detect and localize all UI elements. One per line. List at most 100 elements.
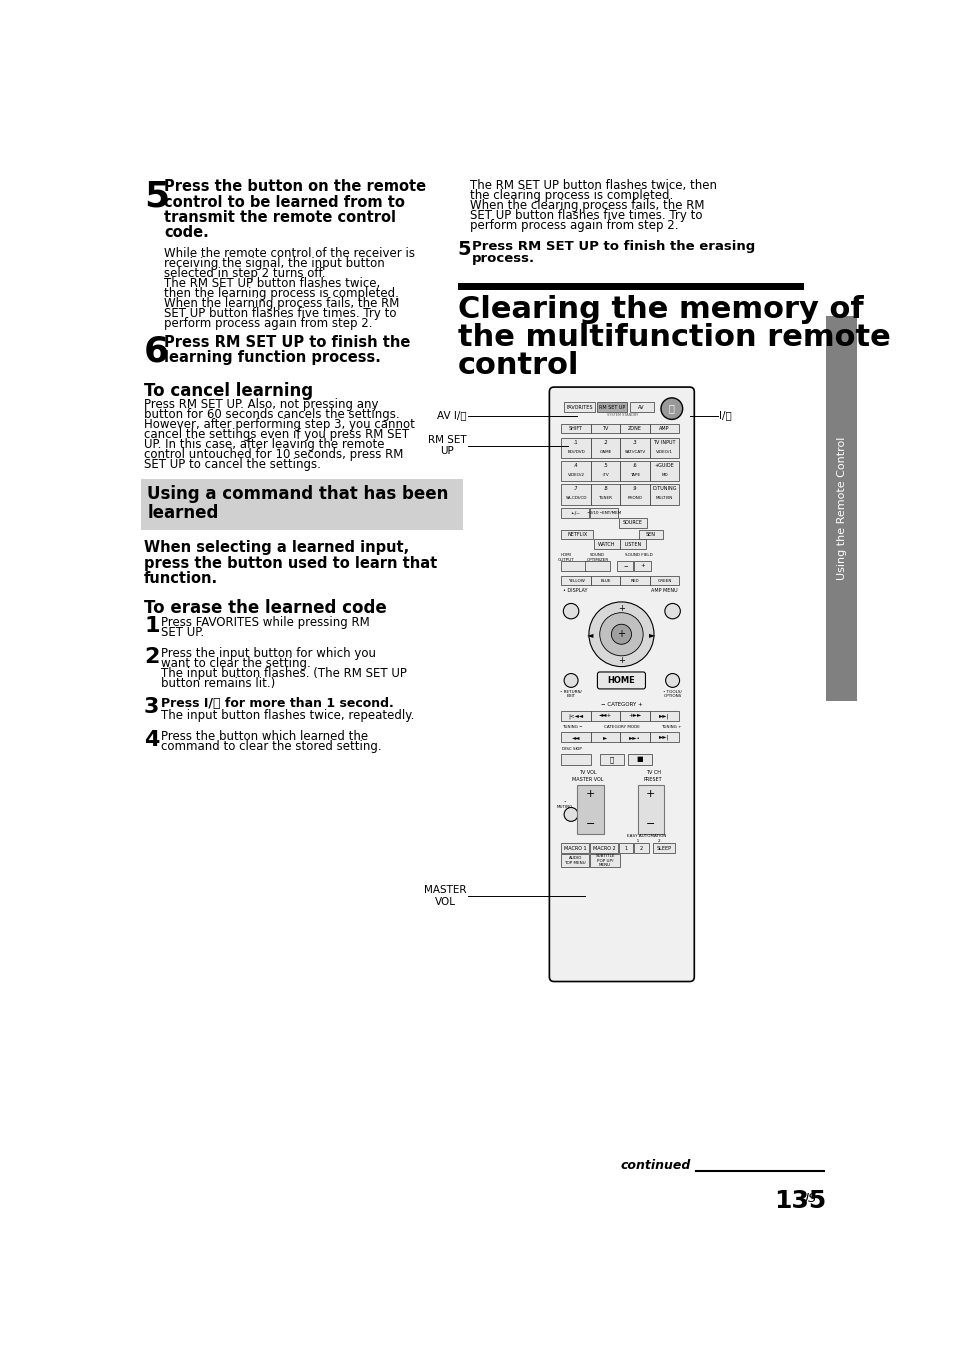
Text: .8: .8 bbox=[602, 487, 607, 491]
Text: SET UP to cancel the settings.: SET UP to cancel the settings. bbox=[144, 458, 320, 470]
Text: MD: MD bbox=[660, 473, 667, 477]
FancyBboxPatch shape bbox=[594, 539, 618, 549]
FancyBboxPatch shape bbox=[590, 423, 619, 433]
FancyBboxPatch shape bbox=[619, 711, 649, 721]
Text: SEN: SEN bbox=[645, 533, 656, 537]
Text: MASTER VOL: MASTER VOL bbox=[572, 777, 603, 783]
FancyBboxPatch shape bbox=[617, 561, 633, 571]
Text: 3: 3 bbox=[144, 698, 159, 718]
Text: SUBTITLE
POP UP/
MENU: SUBTITLE POP UP/ MENU bbox=[595, 854, 615, 867]
Text: TV: TV bbox=[601, 426, 608, 431]
Text: AV: AV bbox=[638, 404, 644, 410]
Bar bbox=[457, 283, 802, 291]
FancyBboxPatch shape bbox=[560, 854, 589, 867]
Text: Press RM SET UP to finish the: Press RM SET UP to finish the bbox=[164, 335, 410, 350]
Text: •-/--: •-/-- bbox=[570, 511, 579, 515]
Text: To erase the learned code: To erase the learned code bbox=[144, 599, 386, 617]
FancyBboxPatch shape bbox=[649, 733, 679, 742]
Text: SAT//CATV: SAT//CATV bbox=[623, 450, 645, 454]
Text: ZONE: ZONE bbox=[627, 426, 641, 431]
Text: control: control bbox=[457, 352, 578, 380]
Text: TUNING −: TUNING − bbox=[561, 725, 581, 729]
Text: 2: 2 bbox=[639, 846, 642, 850]
Text: ►►•: ►►• bbox=[628, 735, 640, 740]
Text: • RETURN/
EXIT: • RETURN/ EXIT bbox=[559, 690, 581, 698]
FancyBboxPatch shape bbox=[618, 518, 646, 529]
Text: AV I/⏻: AV I/⏻ bbox=[436, 411, 466, 420]
FancyBboxPatch shape bbox=[597, 672, 645, 690]
Text: process.: process. bbox=[472, 253, 535, 265]
Text: .7: .7 bbox=[573, 487, 578, 491]
Text: NETFLIX: NETFLIX bbox=[566, 533, 587, 537]
FancyBboxPatch shape bbox=[590, 508, 618, 518]
Text: then the learning process is completed.: then the learning process is completed. bbox=[164, 287, 398, 300]
FancyBboxPatch shape bbox=[560, 438, 590, 458]
FancyBboxPatch shape bbox=[627, 754, 652, 765]
Text: command to clear the stored setting.: command to clear the stored setting. bbox=[161, 740, 381, 753]
Text: 5: 5 bbox=[144, 180, 169, 214]
Text: SET UP button flashes five times. Try to: SET UP button flashes five times. Try to bbox=[470, 210, 702, 222]
Text: CATEGORY MODE: CATEGORY MODE bbox=[603, 725, 639, 729]
Text: TAPE: TAPE bbox=[629, 473, 639, 477]
Text: button for 60 seconds cancels the settings.: button for 60 seconds cancels the settin… bbox=[144, 408, 399, 420]
Text: button remains lit.): button remains lit.) bbox=[161, 676, 275, 690]
Text: control untouched for 10 seconds, press RM: control untouched for 10 seconds, press … bbox=[144, 448, 403, 461]
FancyBboxPatch shape bbox=[590, 711, 619, 721]
Text: .4: .4 bbox=[573, 464, 578, 468]
Text: ■: ■ bbox=[636, 756, 642, 763]
Text: +: + bbox=[639, 564, 644, 568]
FancyBboxPatch shape bbox=[649, 576, 679, 585]
Text: AUDIO
TOP MENU: AUDIO TOP MENU bbox=[564, 856, 585, 865]
Text: ◄◄+: ◄◄+ bbox=[598, 714, 612, 718]
Circle shape bbox=[588, 602, 654, 667]
Text: When selecting a learned input,: When selecting a learned input, bbox=[144, 541, 409, 556]
Text: ►: ► bbox=[603, 735, 607, 740]
Text: .3: .3 bbox=[632, 439, 637, 445]
Text: |<◄◄: |<◄◄ bbox=[568, 713, 583, 719]
Text: PHONO: PHONO bbox=[627, 496, 641, 500]
FancyBboxPatch shape bbox=[590, 733, 619, 742]
FancyBboxPatch shape bbox=[649, 461, 679, 481]
FancyBboxPatch shape bbox=[560, 711, 590, 721]
Text: The RM SET UP button flashes twice, then: The RM SET UP button flashes twice, then bbox=[470, 180, 717, 192]
Text: −: − bbox=[645, 819, 655, 829]
Text: ⏸: ⏸ bbox=[609, 756, 614, 763]
Text: RM SET UP: RM SET UP bbox=[598, 404, 624, 410]
Text: MASTER
VOL: MASTER VOL bbox=[423, 886, 466, 907]
Text: • DISPLAY: • DISPLAY bbox=[562, 588, 587, 594]
FancyBboxPatch shape bbox=[590, 576, 619, 585]
Text: ►►|: ►►| bbox=[659, 713, 669, 719]
Text: .9: .9 bbox=[632, 487, 637, 491]
Text: 5: 5 bbox=[457, 241, 471, 260]
FancyBboxPatch shape bbox=[629, 402, 653, 412]
Text: Press RM SET UP to finish the erasing: Press RM SET UP to finish the erasing bbox=[472, 241, 755, 253]
Text: PRESET: PRESET bbox=[643, 777, 661, 783]
FancyBboxPatch shape bbox=[634, 561, 650, 571]
Circle shape bbox=[660, 397, 682, 419]
Text: SHIFT: SHIFT bbox=[569, 426, 582, 431]
FancyBboxPatch shape bbox=[560, 423, 590, 433]
Text: UP. In this case, after leaving the remote: UP. In this case, after leaving the remo… bbox=[144, 438, 384, 452]
Text: RED: RED bbox=[630, 579, 639, 583]
Text: perform process again from step 2.: perform process again from step 2. bbox=[164, 316, 373, 330]
FancyBboxPatch shape bbox=[599, 754, 623, 765]
Text: TV INPUT: TV INPUT bbox=[653, 439, 675, 445]
Text: GAME: GAME bbox=[598, 450, 611, 454]
Text: However, after performing step 3, you cannot: However, after performing step 3, you ca… bbox=[144, 418, 415, 431]
FancyBboxPatch shape bbox=[590, 854, 619, 867]
Text: 2: 2 bbox=[144, 646, 159, 667]
FancyBboxPatch shape bbox=[619, 733, 649, 742]
Text: ◦TV: ◦TV bbox=[601, 473, 609, 477]
Text: To cancel learning: To cancel learning bbox=[144, 383, 313, 400]
Circle shape bbox=[665, 673, 679, 687]
FancyBboxPatch shape bbox=[619, 539, 645, 549]
Text: TUNER: TUNER bbox=[598, 496, 612, 500]
Text: ◄◄: ◄◄ bbox=[571, 735, 579, 740]
FancyBboxPatch shape bbox=[590, 844, 618, 853]
Text: the clearing process is completed.: the clearing process is completed. bbox=[470, 189, 673, 203]
Text: I/⏻: I/⏻ bbox=[719, 411, 731, 420]
FancyBboxPatch shape bbox=[597, 402, 627, 412]
Text: SOUND
OPTIMIZER: SOUND OPTIMIZER bbox=[586, 553, 608, 562]
Text: MACRO 1: MACRO 1 bbox=[563, 846, 586, 850]
FancyBboxPatch shape bbox=[590, 484, 619, 504]
